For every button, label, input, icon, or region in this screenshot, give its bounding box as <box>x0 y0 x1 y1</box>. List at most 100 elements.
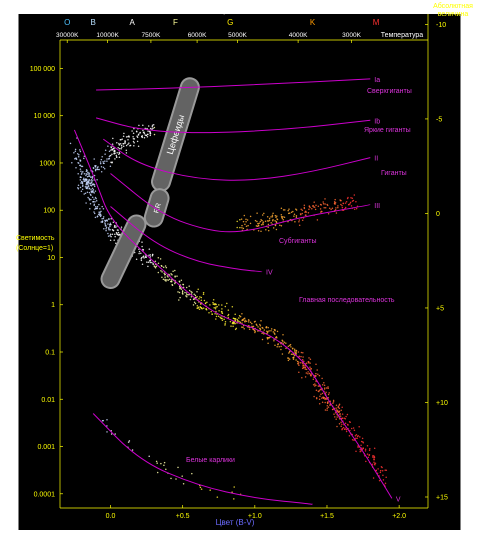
star-point <box>85 174 87 177</box>
star-point <box>151 124 154 127</box>
star-point <box>254 330 256 332</box>
star-point <box>80 170 82 173</box>
star-point <box>69 142 72 145</box>
star-point <box>318 403 321 405</box>
star-point <box>379 471 382 474</box>
star-point <box>267 326 269 329</box>
star-point <box>300 351 303 354</box>
star-point <box>91 196 94 199</box>
star-point <box>318 389 321 391</box>
star-point <box>161 276 163 279</box>
star-point <box>313 201 315 203</box>
star-point <box>91 187 94 190</box>
star-point <box>148 248 151 250</box>
star-point <box>166 278 168 281</box>
star-point <box>90 188 92 191</box>
star-point <box>141 245 143 248</box>
star-point <box>294 349 296 352</box>
star-point <box>295 349 298 352</box>
star-point <box>162 278 165 281</box>
star-point <box>280 207 283 209</box>
star-point <box>310 368 313 370</box>
star-point <box>332 402 334 404</box>
star-point <box>223 318 225 321</box>
star-point <box>272 212 274 215</box>
region-rr-lyrae-label: RR <box>153 202 163 214</box>
star-point <box>154 260 157 262</box>
left-axis-title: Светимость (Солнце=1) <box>16 235 55 252</box>
star-point <box>167 276 169 278</box>
magnitude-tick-label: 0 <box>436 211 440 218</box>
star-point <box>275 221 278 224</box>
star-point <box>349 421 351 424</box>
star-point <box>133 145 135 147</box>
star-point <box>75 166 77 169</box>
spectral-class-b: B <box>91 18 96 27</box>
star-point <box>231 322 234 325</box>
star-point <box>221 317 223 320</box>
star-point <box>349 202 351 205</box>
star-point <box>314 208 317 211</box>
star-point <box>96 178 98 181</box>
star-point <box>104 153 106 155</box>
star-point <box>140 135 143 138</box>
star-point <box>147 133 149 136</box>
star-point <box>340 203 342 206</box>
star-point <box>273 340 275 342</box>
star-point <box>144 134 147 136</box>
star-point <box>101 220 104 222</box>
star-point <box>87 183 89 186</box>
star-point <box>258 222 260 224</box>
star-point <box>373 456 375 459</box>
star-point <box>163 272 165 275</box>
star-point <box>257 326 259 328</box>
star-point <box>332 400 335 403</box>
star-point <box>83 155 86 157</box>
star-point <box>304 211 306 213</box>
star-point <box>156 462 158 464</box>
star-point <box>209 304 211 306</box>
star-point <box>214 303 217 305</box>
star-point <box>137 145 140 147</box>
star-point <box>323 396 326 399</box>
star-point <box>364 448 367 451</box>
luminosity-tick-label: 0.001 <box>37 444 55 451</box>
star-point <box>138 124 140 127</box>
star-point <box>268 217 271 220</box>
star-point <box>93 212 96 215</box>
star-point <box>254 219 257 222</box>
star-point <box>300 208 302 210</box>
star-point <box>265 325 268 328</box>
star-point <box>266 215 269 218</box>
star-point <box>83 172 86 175</box>
star-point <box>119 143 122 145</box>
star-point <box>297 361 300 363</box>
star-point <box>83 157 85 160</box>
star-point <box>335 407 337 409</box>
star-point <box>272 227 275 229</box>
star-point <box>288 352 290 354</box>
star-point <box>362 447 365 450</box>
star-point <box>227 313 230 316</box>
star-point <box>297 351 300 353</box>
star-point <box>109 154 112 157</box>
star-point <box>373 461 375 464</box>
star-point <box>328 207 331 209</box>
star-point <box>212 301 214 304</box>
spectral-class-m: M <box>373 18 380 27</box>
star-point <box>90 191 93 193</box>
star-point <box>233 486 235 488</box>
star-point <box>185 286 188 289</box>
star-point <box>317 390 320 392</box>
star-point <box>182 283 185 286</box>
star-point <box>355 433 358 436</box>
star-point <box>105 229 107 232</box>
star-point <box>169 280 172 283</box>
star-point <box>339 415 342 417</box>
star-point <box>92 183 95 185</box>
star-point <box>294 351 296 353</box>
star-point <box>337 410 339 413</box>
star-point <box>142 124 144 127</box>
star-point <box>216 305 218 308</box>
